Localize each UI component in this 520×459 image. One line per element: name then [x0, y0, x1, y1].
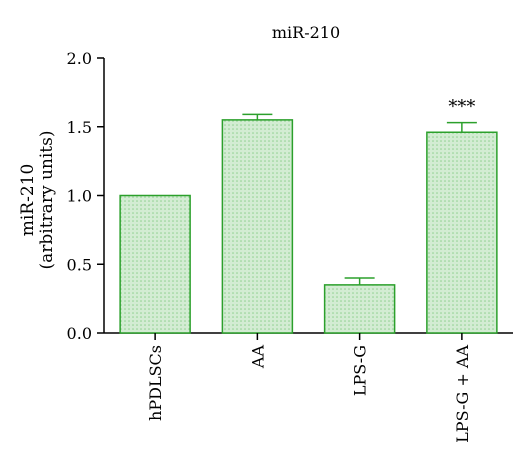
y-tick-label: 1.5 — [67, 118, 92, 137]
bar — [119, 194, 191, 334]
bar — [426, 131, 498, 334]
y-ticks: 0.0 0.5 1.0 1.5 2.0 — [67, 49, 104, 343]
y-tick-label: 0.5 — [67, 255, 92, 274]
y-tick-label: 0.0 — [67, 324, 92, 343]
y-axis-label-line-1: miR-210 — [18, 164, 38, 237]
x-tick-label: hPDLSCs — [146, 345, 165, 421]
x-tick-label: LPS-G — [351, 345, 370, 396]
x-tick-labels: hPDLSCs AA LPS-G LPS-G + AA — [146, 333, 472, 443]
x-tick-label: LPS-G + AA — [453, 345, 472, 443]
bars: *** — [119, 97, 498, 334]
y-tick-label: 1.0 — [67, 187, 92, 206]
bar — [221, 119, 294, 334]
chart-title: miR-210 — [272, 23, 340, 42]
bar — [323, 284, 396, 334]
y-tick-label: 2.0 — [67, 49, 92, 68]
x-tick-label: AA — [248, 345, 267, 370]
y-axis-label: miR-210 (arbitrary units) — [18, 131, 57, 270]
significance-label: *** — [448, 97, 475, 118]
y-axis-label-line-2: (arbitrary units) — [37, 131, 57, 270]
